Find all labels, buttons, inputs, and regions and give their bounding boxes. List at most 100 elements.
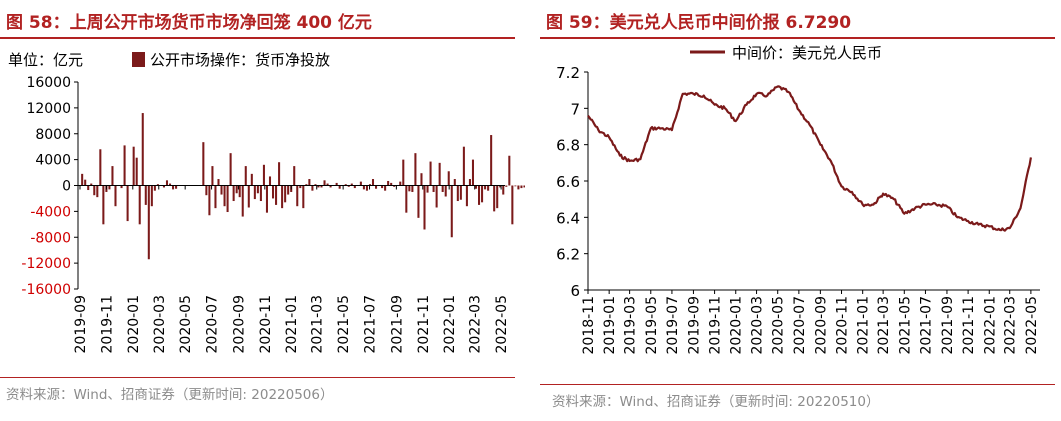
figure-59-title-rule bbox=[540, 37, 1055, 39]
bar bbox=[314, 184, 317, 186]
bar bbox=[226, 185, 229, 213]
bar bbox=[414, 153, 417, 186]
bar bbox=[399, 181, 402, 186]
x-tick-label: 2019-07 bbox=[665, 296, 681, 355]
bar bbox=[508, 155, 511, 186]
bar bbox=[172, 185, 175, 190]
bar bbox=[353, 185, 356, 189]
x-tick-label: 2019-09 bbox=[73, 295, 89, 354]
bar bbox=[168, 183, 172, 186]
bar bbox=[271, 185, 275, 199]
bar bbox=[459, 185, 462, 200]
figure-59-title: 图 59：美元兑人民币中间价报 6.7290 bbox=[546, 13, 852, 33]
bar bbox=[375, 185, 378, 189]
bar bbox=[247, 185, 250, 208]
bar bbox=[368, 184, 371, 186]
figure-59: 图 59：美元兑人民币中间价报 6.7290 中间价：美元兑人民币 7.2 7 6.8… bbox=[540, 0, 1061, 421]
bar bbox=[281, 185, 284, 209]
bar bbox=[411, 185, 414, 192]
y-tick-label: 0 bbox=[62, 179, 71, 195]
bar bbox=[514, 185, 517, 187]
bar bbox=[299, 185, 302, 189]
bar bbox=[102, 185, 105, 225]
bar bbox=[350, 183, 353, 186]
x-tick-label: 2020-11 bbox=[258, 295, 274, 354]
legend-label: 公开市场操作：货币净投放 bbox=[150, 51, 330, 69]
y-tick-label: 4000 bbox=[35, 153, 71, 169]
bar bbox=[381, 185, 384, 189]
x-tick-label: 2021-05 bbox=[897, 296, 913, 355]
bar bbox=[278, 162, 281, 186]
bar bbox=[420, 173, 423, 186]
bar bbox=[268, 176, 272, 186]
legend-label: 中间价：美元兑人民币 bbox=[732, 44, 882, 62]
bar bbox=[302, 185, 305, 209]
figure-59-source: 资料来源：Wind、招商证券（更新时间: 20220510） bbox=[552, 394, 880, 410]
bar bbox=[323, 180, 326, 186]
bar bbox=[429, 161, 432, 186]
bar bbox=[153, 185, 156, 191]
x-tick-label: 2020-03 bbox=[750, 296, 766, 355]
bar bbox=[296, 185, 299, 207]
bar bbox=[320, 185, 323, 188]
y-tick-label: 8000 bbox=[35, 127, 71, 143]
bar bbox=[462, 146, 465, 186]
bar bbox=[384, 185, 387, 191]
x-tick-label: 2021-05 bbox=[336, 295, 352, 354]
bar bbox=[275, 185, 278, 205]
bar bbox=[144, 185, 147, 205]
x-tick-label: 2021-03 bbox=[876, 296, 892, 355]
y-tick-label: 7 bbox=[570, 100, 580, 118]
bar bbox=[523, 185, 525, 188]
bar bbox=[217, 179, 220, 186]
y-tick-label: 6.6 bbox=[556, 173, 580, 191]
bar bbox=[365, 185, 368, 191]
bar bbox=[90, 183, 93, 186]
bar bbox=[447, 171, 450, 186]
x-tick-label: 2020-07 bbox=[792, 296, 808, 355]
bar bbox=[471, 159, 475, 186]
bar bbox=[490, 135, 493, 186]
bar bbox=[253, 185, 256, 200]
bar bbox=[250, 173, 253, 186]
x-tick-label: 2021-09 bbox=[940, 296, 956, 355]
legend-swatch bbox=[132, 52, 145, 67]
bar bbox=[474, 185, 478, 189]
bar bbox=[484, 185, 487, 190]
bar bbox=[135, 157, 138, 186]
figure-58: 图 58：上周公开市场货币市场净回笼 400 亿元 单位：亿元 公开市场操作：货币… bbox=[0, 0, 525, 421]
bar bbox=[211, 166, 214, 186]
y-tick-label: 6.2 bbox=[556, 246, 580, 264]
bar bbox=[147, 185, 150, 260]
bar bbox=[120, 185, 123, 189]
bar bbox=[511, 185, 514, 225]
x-tick-label: 2020-01 bbox=[729, 296, 745, 355]
bar bbox=[465, 185, 468, 207]
bar bbox=[347, 185, 350, 187]
bar bbox=[141, 113, 144, 186]
y-tick-label: -16000 bbox=[21, 282, 71, 298]
x-tick-label: 2020-05 bbox=[178, 295, 194, 354]
bar bbox=[223, 185, 226, 207]
bar bbox=[408, 185, 411, 192]
x-tick-label: 2020-01 bbox=[126, 295, 142, 354]
y-tick-label: 6 bbox=[570, 282, 580, 300]
bar bbox=[362, 185, 365, 190]
bar bbox=[84, 179, 87, 186]
bar bbox=[450, 185, 453, 238]
bar bbox=[520, 185, 523, 189]
bar bbox=[311, 185, 314, 191]
bar bbox=[423, 185, 426, 230]
bar bbox=[205, 185, 208, 196]
bar bbox=[444, 185, 447, 197]
bar bbox=[114, 185, 117, 207]
y-tick-label: -8000 bbox=[30, 230, 71, 246]
bar bbox=[93, 185, 96, 196]
x-tick-label: 2021-07 bbox=[918, 296, 934, 355]
bar bbox=[265, 185, 268, 213]
bar bbox=[390, 182, 393, 186]
bar bbox=[214, 185, 217, 209]
bar bbox=[132, 146, 135, 186]
bar bbox=[441, 185, 444, 192]
x-tick-label: 2019-11 bbox=[99, 295, 115, 354]
